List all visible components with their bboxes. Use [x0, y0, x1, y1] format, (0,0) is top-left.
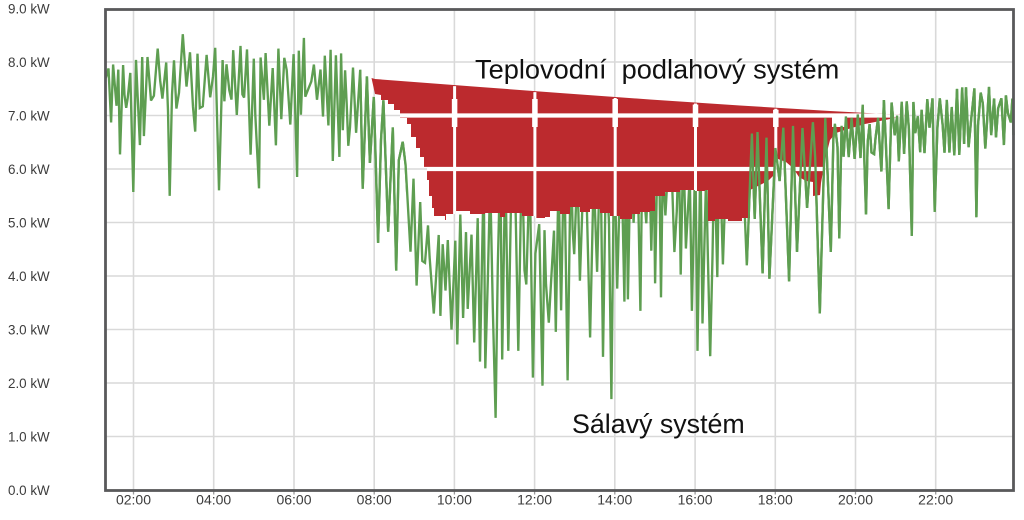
svg-text:14:00: 14:00	[597, 492, 632, 508]
svg-text:Teplovodní podlahový systém: Teplovodní podlahový systém	[475, 54, 839, 85]
svg-text:22:00: 22:00	[918, 492, 953, 508]
svg-text:3.0 kW: 3.0 kW	[8, 323, 50, 338]
svg-text:Sálavý systém: Sálavý systém	[572, 409, 745, 439]
svg-text:12:00: 12:00	[517, 492, 552, 508]
svg-text:02:00: 02:00	[116, 492, 151, 508]
svg-text:2.0 kW: 2.0 kW	[8, 376, 50, 391]
svg-text:04:00: 04:00	[196, 492, 231, 508]
svg-text:8.0 kW: 8.0 kW	[8, 55, 50, 70]
svg-text:0.0 kW: 0.0 kW	[8, 483, 50, 498]
svg-text:20:00: 20:00	[838, 492, 873, 508]
svg-text:1.0 kW: 1.0 kW	[8, 430, 50, 445]
svg-text:6.0 kW: 6.0 kW	[8, 162, 50, 177]
svg-text:18:00: 18:00	[758, 492, 793, 508]
svg-text:9.0 kW: 9.0 kW	[8, 2, 50, 17]
svg-text:16:00: 16:00	[678, 492, 713, 508]
svg-text:4.0 kW: 4.0 kW	[8, 269, 50, 284]
svg-text:10:00: 10:00	[437, 492, 472, 508]
svg-text:06:00: 06:00	[276, 492, 311, 508]
svg-text:08:00: 08:00	[357, 492, 392, 508]
svg-text:5.0 kW: 5.0 kW	[8, 216, 50, 231]
svg-text:7.0 kW: 7.0 kW	[8, 109, 50, 124]
